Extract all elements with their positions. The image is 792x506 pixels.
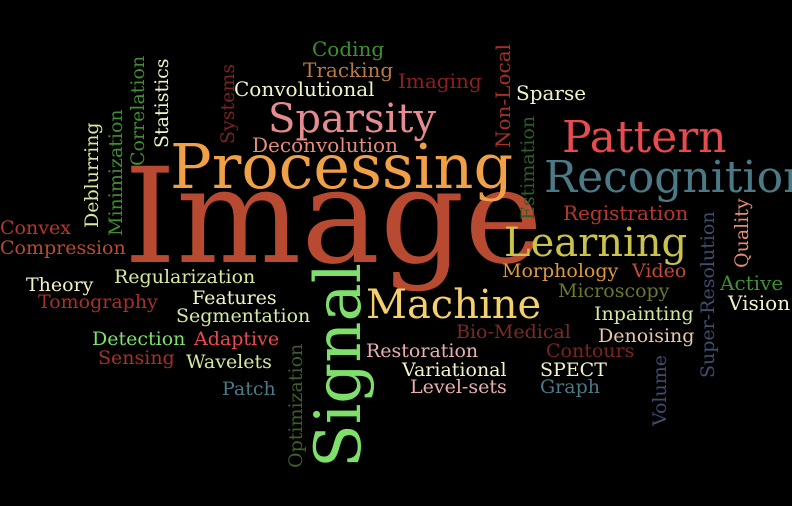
word-registration: Registration [563, 201, 688, 225]
word-contours: Contours [546, 340, 634, 362]
word-estimation: Estimation [517, 116, 539, 220]
word-denoising: Denoising [598, 325, 694, 347]
word-level-sets: Level-sets [410, 376, 507, 398]
word-graph: Graph [540, 376, 600, 398]
word-segmentation: Segmentation [176, 305, 310, 327]
word-convolutional: Convolutional [234, 77, 375, 101]
word-imaging: Imaging [398, 69, 482, 93]
word-deblurring: Deblurring [81, 122, 103, 228]
word-detection: Detection [92, 328, 185, 350]
word-systems: Systems [217, 64, 239, 144]
word-bio-medical: Bio-Medical [456, 321, 571, 343]
word-processing: Processing [170, 130, 513, 203]
word-vision: Vision [727, 291, 790, 315]
word-tomography: Tomography [38, 291, 158, 313]
word-inpainting: Inpainting [594, 303, 694, 325]
word-regularization: Regularization [114, 266, 255, 288]
word-signal: Signal [302, 263, 376, 468]
word-pattern: Pattern [562, 112, 727, 163]
word-quality: Quality [731, 198, 753, 268]
word-sparsity: Sparsity [268, 96, 436, 142]
word-adaptive: Adaptive [193, 328, 279, 350]
word-features: Features [192, 287, 277, 309]
word-image: Image [124, 140, 543, 294]
word-deconvolution: Deconvolution [252, 133, 398, 157]
word-minimization: Minimization [105, 109, 127, 236]
word-non-local: Non-Local [491, 44, 515, 148]
word-optimization: Optimization [285, 344, 307, 468]
word-recognition: Recognition [544, 152, 792, 203]
word-correlation: Correlation [127, 56, 149, 166]
word-video: Video [631, 260, 686, 282]
word-patch: Patch [222, 378, 276, 400]
word-wavelets: Wavelets [186, 351, 272, 373]
word-microscopy: Microscopy [558, 280, 670, 302]
word-sparse: Sparse [516, 81, 586, 105]
word-statistics: Statistics [151, 58, 173, 148]
word-convex: Convex [0, 217, 71, 239]
word-restoration: Restoration [366, 340, 478, 362]
word-compression: Compression [0, 237, 126, 259]
word-morphology: Morphology [502, 260, 618, 282]
word-theory: Theory [26, 274, 94, 296]
word-active: Active [719, 271, 783, 295]
word-machine: Machine [366, 282, 541, 328]
word-volume: Volume [649, 355, 671, 427]
word-super-resolution: Super-Resolution [697, 211, 719, 378]
word-variational: Variational [401, 359, 507, 381]
word-learning: Learning [504, 220, 687, 266]
word-spect: SPECT [540, 359, 607, 381]
word-tracking: Tracking [303, 58, 393, 82]
word-sensing: Sensing [98, 347, 175, 369]
word-coding: Coding [312, 37, 384, 61]
